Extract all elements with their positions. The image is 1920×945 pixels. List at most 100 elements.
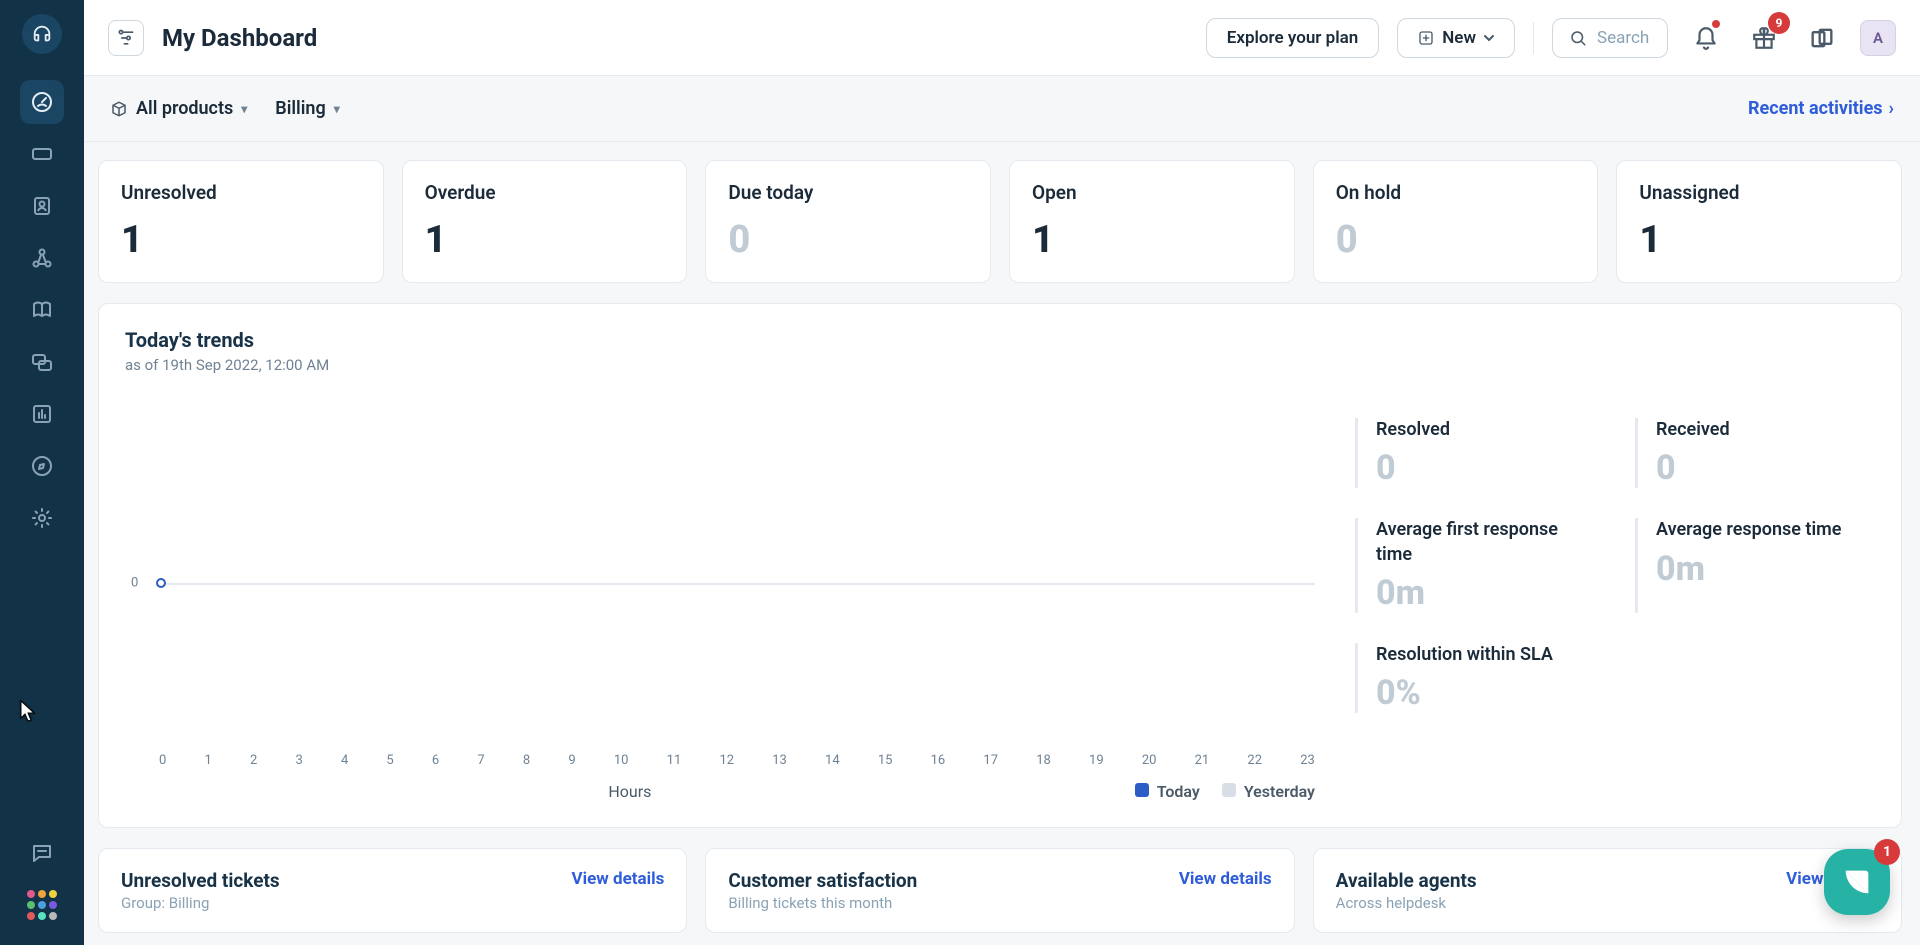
side-stat-label: Received — [1656, 418, 1875, 442]
nav-dashboard[interactable] — [20, 80, 64, 124]
dashboard-filter-button[interactable] — [108, 20, 144, 56]
widget-view-details[interactable]: View details — [1179, 869, 1272, 889]
stat-card-unassigned[interactable]: Unassigned 1 — [1616, 160, 1902, 283]
chart-x-tick: 19 — [1089, 753, 1104, 768]
filter-bar: All products ▾ Billing ▾ Recent activiti… — [84, 76, 1920, 142]
gifts-badge: 9 — [1768, 12, 1790, 34]
filter-products-label: All products — [136, 98, 233, 119]
filter-products[interactable]: All products ▾ — [110, 98, 247, 119]
widget-customer-satisfaction: Customer satisfaction Billing tickets th… — [705, 848, 1294, 933]
nav-tickets[interactable] — [20, 132, 64, 176]
side-stat: Resolution within SLA 0% — [1355, 643, 1615, 713]
apps-grid-dot — [27, 890, 35, 898]
search-icon — [1569, 29, 1587, 47]
apps-grid-dot — [49, 912, 57, 920]
filter-scope[interactable]: Billing ▾ — [275, 98, 339, 119]
chart-legend: Today Yesterday — [1135, 782, 1315, 801]
chart-x-tick: 14 — [825, 753, 840, 768]
new-button[interactable]: New — [1397, 18, 1515, 58]
side-stat-value: 0m — [1376, 573, 1595, 613]
recent-activities-label: Recent activities — [1748, 98, 1883, 119]
stat-label: Open — [1032, 181, 1272, 204]
chart-x-tick: 8 — [523, 753, 530, 768]
side-stat-value: 0m — [1656, 549, 1875, 589]
chevron-down-icon: ▾ — [241, 102, 247, 116]
stat-card-open[interactable]: Open 1 — [1009, 160, 1295, 283]
nav-apps[interactable] — [20, 883, 64, 927]
search-input[interactable]: Search — [1552, 18, 1668, 58]
stat-card-overdue[interactable]: Overdue 1 — [402, 160, 688, 283]
switcher-button[interactable] — [1802, 18, 1842, 58]
apps-grid-dot — [38, 901, 46, 909]
search-placeholder: Search — [1597, 28, 1649, 48]
apps-grid-dot — [49, 890, 57, 898]
stat-card-due-today[interactable]: Due today 0 — [705, 160, 991, 283]
chart-x-tick: 0 — [159, 753, 166, 768]
chart-x-tick: 3 — [295, 753, 302, 768]
stat-cards-row: Unresolved 1Overdue 1Due today 0Open 1On… — [98, 160, 1902, 283]
side-stat: Received 0 — [1635, 418, 1875, 488]
brand-logo[interactable] — [22, 14, 62, 54]
notifications-button[interactable] — [1686, 18, 1726, 58]
chart-x-tick: 22 — [1247, 753, 1262, 768]
stat-card-on-hold[interactable]: On hold 0 — [1313, 160, 1599, 283]
chevron-down-icon: ▾ — [334, 102, 340, 116]
filter-scope-label: Billing — [275, 98, 325, 119]
side-stat: Average response time 0m — [1635, 518, 1875, 613]
chart-x-tick: 9 — [568, 753, 575, 768]
side-stat: Average first response time 0m — [1355, 518, 1595, 613]
nav-feedback[interactable] — [20, 831, 64, 875]
trends-card: Today's trends as of 19th Sep 2022, 12:0… — [98, 303, 1902, 828]
stat-card-unresolved[interactable]: Unresolved 1 — [98, 160, 384, 283]
widget-unresolved-tickets: Unresolved tickets Group: Billing View d… — [98, 848, 687, 933]
widget-view-details[interactable]: View details — [572, 869, 665, 889]
nav-chat[interactable] — [20, 340, 64, 384]
chart-x-label: Hours — [125, 782, 1135, 801]
nav-settings[interactable] — [20, 496, 64, 540]
chart-x-tick: 17 — [983, 753, 998, 768]
legend-item[interactable]: Yesterday — [1222, 782, 1315, 801]
side-stat-value: 0 — [1376, 448, 1595, 488]
widgets-row: Unresolved tickets Group: Billing View d… — [98, 848, 1902, 933]
stat-label: Unassigned — [1639, 181, 1879, 204]
widget-available-agents: Available agents Across helpdesk View de… — [1313, 848, 1902, 933]
avatar-initial: A — [1873, 29, 1883, 47]
stat-label: On hold — [1336, 181, 1576, 204]
notification-dot — [1712, 20, 1720, 28]
nav-explore[interactable] — [20, 444, 64, 488]
explore-plan-button[interactable]: Explore your plan — [1206, 18, 1380, 58]
chart-x-tick: 5 — [386, 753, 393, 768]
side-stat-label: Resolved — [1376, 418, 1595, 442]
nav-knowledge[interactable] — [20, 288, 64, 332]
widget-title: Unresolved tickets — [121, 869, 280, 892]
chart-y-tick: 0 — [131, 576, 138, 591]
chart-x-tick: 11 — [667, 753, 682, 768]
chart-x-tick: 2 — [250, 753, 257, 768]
widget-subtitle: Across helpdesk — [1336, 894, 1477, 912]
user-avatar[interactable]: A — [1860, 20, 1896, 56]
apps-grid-dot — [27, 901, 35, 909]
apps-grid-dot — [49, 901, 57, 909]
chart-point-today — [156, 578, 166, 588]
nav-automation[interactable] — [20, 236, 64, 280]
widget-title: Customer satisfaction — [728, 869, 917, 892]
stat-value: 1 — [425, 218, 665, 262]
bell-icon — [1693, 25, 1719, 51]
gifts-button[interactable]: 9 — [1744, 18, 1784, 58]
recent-activities-link[interactable]: Recent activities › — [1748, 98, 1894, 119]
cube-icon — [110, 100, 128, 118]
side-stat-label: Average first response time — [1376, 518, 1595, 567]
chart-x-tick: 10 — [614, 753, 629, 768]
stat-value: 0 — [1336, 218, 1576, 262]
chart-x-tick: 21 — [1195, 753, 1210, 768]
chart-x-tick: 20 — [1142, 753, 1157, 768]
side-stat-label: Resolution within SLA — [1376, 643, 1615, 667]
legend-item[interactable]: Today — [1135, 782, 1200, 801]
help-fab[interactable]: 1 — [1824, 849, 1890, 915]
nav-contacts[interactable] — [20, 184, 64, 228]
stat-label: Due today — [728, 181, 968, 204]
nav-reports[interactable] — [20, 392, 64, 436]
stat-label: Unresolved — [121, 181, 361, 204]
widget-subtitle: Billing tickets this month — [728, 894, 917, 912]
trends-side-stats: Resolved 0 Received 0 Average first respon… — [1355, 398, 1875, 801]
